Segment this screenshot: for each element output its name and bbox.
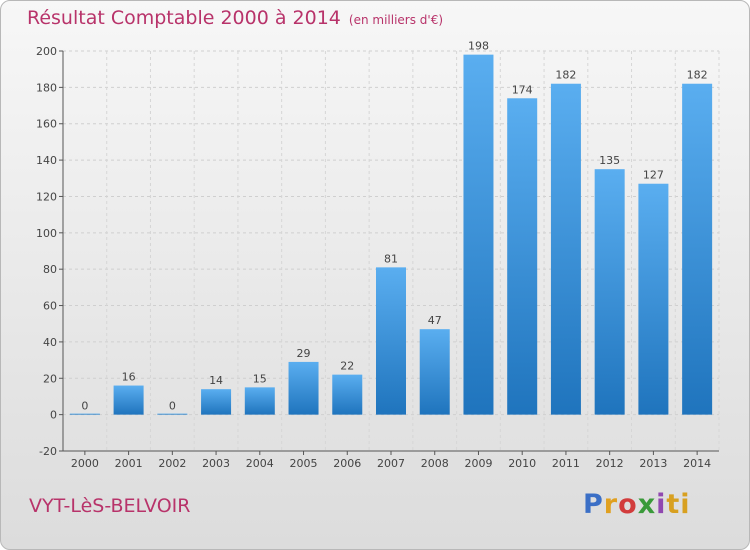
x-tick-label: 2014 <box>683 457 711 470</box>
x-tick-label: 2007 <box>377 457 405 470</box>
data-label: 14 <box>209 374 223 387</box>
bar-2004 <box>244 387 275 415</box>
y-tick-label: 160 <box>36 118 57 131</box>
x-tick-label: 2008 <box>421 457 449 470</box>
chart-subtitle: (en milliers d'€) <box>348 13 444 27</box>
x-tick-label: 2000 <box>71 457 99 470</box>
x-tick-label: 2010 <box>508 457 536 470</box>
y-tick-label: 180 <box>36 81 57 94</box>
y-tick-label: 140 <box>36 154 57 167</box>
logo-letter: r <box>603 489 619 520</box>
bar-2000 <box>69 413 100 415</box>
y-tick-label: 20 <box>43 372 57 385</box>
y-tick-label: 60 <box>43 300 57 313</box>
bar-2005 <box>288 361 319 415</box>
commune-name: VYT-LèS-BELVOIR <box>29 495 191 517</box>
data-label: 127 <box>643 169 664 182</box>
chart-title-text: Résultat Comptable 2000 à 2014 <box>27 7 341 29</box>
data-label: 29 <box>297 347 311 360</box>
chart-title: Résultat Comptable 2000 à 2014 (en millie… <box>27 7 443 29</box>
data-labels: 0 16 0 14 15 29 22 81 47 198 174 182 135 127 182 <box>81 40 707 413</box>
data-label: 0 <box>81 400 88 413</box>
data-label: 81 <box>384 252 398 265</box>
data-label: 135 <box>599 154 620 167</box>
data-label: 0 <box>169 400 176 413</box>
x-tick-label: 2005 <box>290 457 318 470</box>
bar-2009 <box>463 54 494 415</box>
x-tick-label: 2013 <box>639 457 667 470</box>
bar-2007 <box>376 267 406 415</box>
logo-letter: P <box>583 489 604 520</box>
data-label: 22 <box>340 360 354 373</box>
data-label: 182 <box>687 69 708 82</box>
data-label: 198 <box>468 40 489 53</box>
data-label: 16 <box>122 371 136 384</box>
bar-2002 <box>157 413 188 415</box>
y-tick-label: 120 <box>36 190 57 203</box>
y-tick-label: 80 <box>43 263 57 276</box>
data-label: 182 <box>555 69 576 82</box>
y-tick-label: 0 <box>50 409 57 422</box>
data-label: 47 <box>428 314 442 327</box>
bars <box>69 54 713 415</box>
logo-letter: o <box>618 489 638 520</box>
bar-2013 <box>638 183 669 415</box>
x-tick-label: 2001 <box>115 457 143 470</box>
x-tick-label: 2012 <box>596 457 624 470</box>
bar-2006 <box>332 374 363 415</box>
bar-2012 <box>594 169 625 415</box>
bar-2011 <box>550 83 581 415</box>
proxiti-logo: Proxiti <box>583 489 691 520</box>
y-tick-label: 40 <box>43 336 57 349</box>
logo-letter: i <box>656 489 667 520</box>
x-tick-label: 2003 <box>202 457 230 470</box>
y-tick-label: 200 <box>36 45 57 58</box>
data-label: 174 <box>512 83 533 96</box>
data-label: 15 <box>253 372 267 385</box>
x-tick-label: 2009 <box>464 457 492 470</box>
x-tick-label: 2006 <box>333 457 361 470</box>
x-tick-label: 2011 <box>552 457 580 470</box>
x-tick-label: 2002 <box>158 457 186 470</box>
y-tick-label: -20 <box>39 445 57 458</box>
bar-2010 <box>507 98 538 415</box>
x-tick-label: 2004 <box>246 457 274 470</box>
bar-2003 <box>201 389 232 415</box>
bar-2008 <box>419 329 450 415</box>
y-tick-label: 100 <box>36 227 57 240</box>
bar-2001 <box>113 385 144 415</box>
logo-letter: x <box>637 489 657 520</box>
bar-2014 <box>682 83 713 415</box>
logo-letter: ti <box>666 489 691 520</box>
